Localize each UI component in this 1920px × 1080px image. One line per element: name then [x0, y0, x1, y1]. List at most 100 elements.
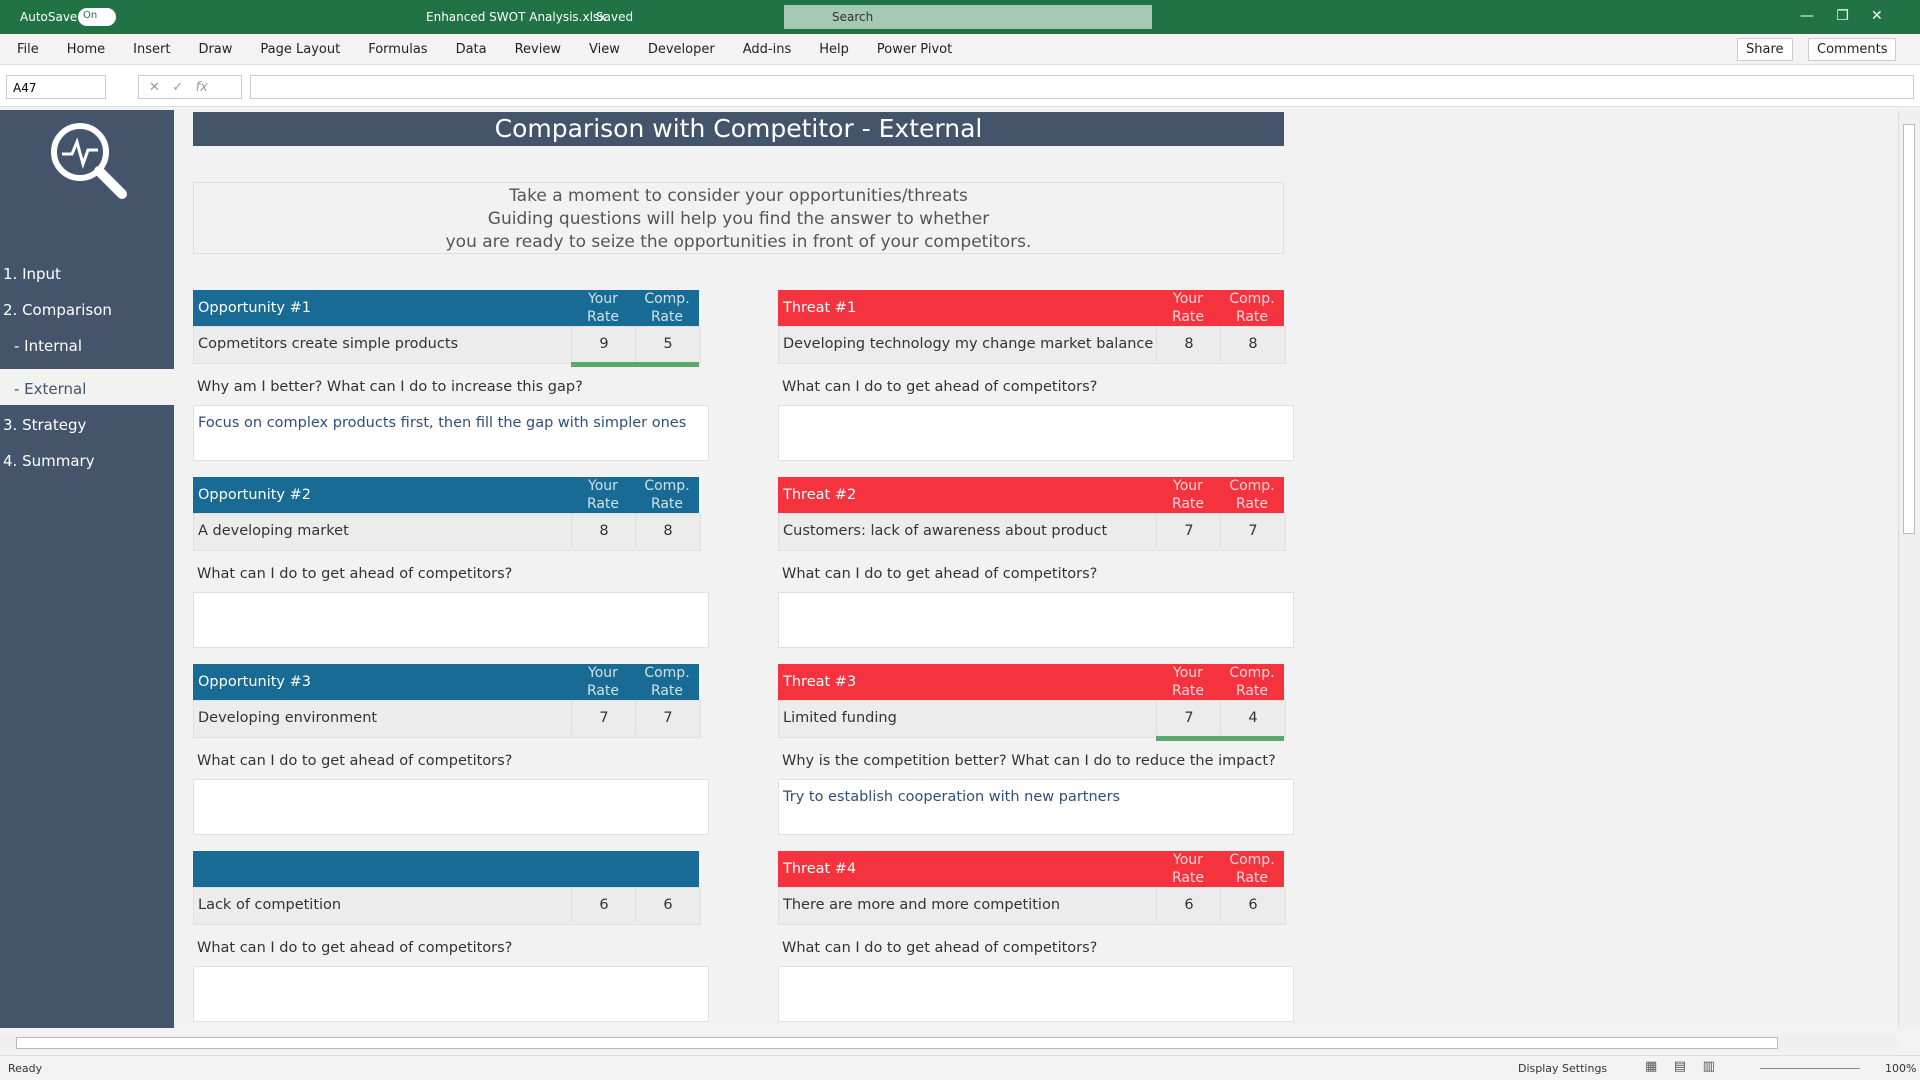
sidebar: 1. Input 2. Comparison - Internal - Externa…	[0, 110, 174, 1028]
comp-rate: 7	[635, 701, 700, 735]
intro-line: you are ready to seize the opportunities…	[445, 232, 1032, 252]
ribbon-tab[interactable]: Formulas	[368, 42, 428, 57]
opportunity-card: Opportunity #2 Your Rate Comp. Rate A devel…	[193, 477, 709, 648]
comp-rate: 5	[635, 327, 700, 361]
card-header: Threat #1 Your Rate Comp. Rate	[778, 290, 1284, 326]
card-label: Threat #3	[783, 674, 857, 690]
item-row: There are more and more competition 6 6	[778, 887, 1286, 925]
answer-box[interactable]	[193, 966, 709, 1022]
comp-rate: 8	[1220, 327, 1285, 361]
search-placeholder: Search	[832, 10, 874, 24]
card-header: Threat #3 Your Rate Comp. Rate	[778, 664, 1284, 700]
answer-box[interactable]: Focus on complex products first, then fi…	[193, 405, 709, 461]
nav-item[interactable]: 2. Comparison	[3, 301, 112, 319]
rate-header: Your Rate	[586, 291, 620, 325]
card-label: Opportunity #3	[198, 674, 311, 690]
ribbon-tab[interactable]: Review	[514, 42, 561, 57]
display-settings[interactable]: Display Settings	[1518, 1062, 1608, 1075]
view-buttons[interactable]: ▦ ▤ ▥	[1645, 1059, 1715, 1074]
rate-header: Comp. Rate	[644, 291, 690, 325]
logo-icon	[51, 123, 127, 199]
rate-header: Comp. Rate	[1229, 478, 1275, 512]
rate-header: Your Rate	[1171, 291, 1205, 325]
card-label: Opportunity #1	[198, 300, 311, 316]
card-label: Opportunity #2	[198, 487, 311, 503]
intro-box: Take a moment to consider your opportuni…	[193, 182, 1284, 254]
rate-header: Comp. Rate	[1229, 665, 1275, 699]
ribbon-tab[interactable]: Data	[455, 42, 487, 57]
nav-item[interactable]: 4. Summary	[3, 452, 95, 470]
save-status[interactable]: Saved	[596, 10, 634, 24]
formula-buttons[interactable]: ✕ ✓ fx	[138, 75, 242, 99]
window-controls[interactable]: — ❐ ✕	[1800, 8, 1883, 24]
comp-rate: 7	[1220, 514, 1285, 548]
comp-rate: 6	[635, 888, 700, 922]
file-name: Enhanced SWOT Analysis.xlsx	[426, 10, 607, 24]
rate-header: Your Rate	[1171, 478, 1205, 512]
ribbon-tab[interactable]: View	[589, 42, 620, 57]
intro-line: Take a moment to consider your opportuni…	[509, 186, 968, 206]
ribbon-tab[interactable]: Developer	[647, 42, 715, 57]
nav-item[interactable]: - External	[14, 380, 87, 398]
your-rate: 6	[571, 888, 636, 922]
active-nav-highlight	[0, 369, 174, 405]
item-text: Customers: lack of awareness about produ…	[783, 523, 1108, 539]
item-text: There are more and more competition	[783, 897, 1061, 913]
your-rate: 6	[1156, 888, 1221, 922]
your-rate: 8	[1156, 327, 1221, 361]
nav-item[interactable]: 3. Strategy	[3, 416, 87, 434]
nav-item[interactable]: - Internal	[14, 337, 82, 355]
answer-box[interactable]	[193, 592, 709, 648]
answer-box[interactable]: Try to establish cooperation with new pa…	[778, 779, 1294, 835]
rate-indicator	[571, 362, 699, 367]
autosave-toggle[interactable]: On	[78, 8, 116, 26]
opportunity-card: Lack of competition 6 6 What can I do to ge…	[193, 851, 709, 1022]
card-header: Opportunity #2 Your Rate Comp. Rate	[193, 477, 699, 513]
comments-button[interactable]: Comments	[1808, 38, 1897, 61]
item-row: Copmetitors create simple products 9 5	[193, 326, 701, 364]
question: What can I do to get ahead of competitor…	[782, 379, 1098, 395]
rate-header: Comp. Rate	[1229, 291, 1275, 325]
answer-box[interactable]	[193, 779, 709, 835]
zoom-slider[interactable]	[1760, 1068, 1860, 1069]
card-label: Threat #2	[783, 487, 857, 503]
answer-box[interactable]	[778, 405, 1294, 461]
item-text: Developing technology my change market b…	[783, 336, 1154, 352]
formula-input[interactable]	[250, 75, 1914, 99]
threat-card: Threat #1 Your Rate Comp. Rate Developing t…	[778, 290, 1294, 461]
item-row: Lack of competition 6 6	[193, 887, 701, 925]
your-rate: 7	[1156, 514, 1221, 548]
search-box[interactable]: Search	[784, 5, 1152, 29]
ribbon-tab[interactable]: File	[17, 42, 39, 57]
answer-box[interactable]	[778, 592, 1294, 648]
share-button[interactable]: Share	[1737, 38, 1793, 61]
horizontal-scrollbar[interactable]	[0, 1034, 1898, 1052]
your-rate: 8	[571, 514, 636, 548]
vertical-scrollbar[interactable]	[1898, 110, 1920, 1028]
opportunity-card: Opportunity #1 Your Rate Comp. Rate Copmeti…	[193, 290, 709, 461]
item-text: Developing environment	[198, 710, 378, 726]
ribbon-tab[interactable]: Help	[819, 42, 849, 57]
rate-header: Your Rate	[586, 665, 620, 699]
nav-item[interactable]: 1. Input	[3, 265, 61, 283]
sheet-title: Comparison with Competitor - External	[193, 112, 1284, 146]
question: What can I do to get ahead of competitor…	[782, 566, 1098, 582]
item-text: A developing market	[198, 523, 349, 539]
ribbon-tab[interactable]: Power Pivot	[876, 42, 953, 57]
intro-line: Guiding questions will help you find the…	[487, 209, 990, 229]
autosave-label: AutoSave	[20, 10, 78, 24]
card-header: Threat #2 Your Rate Comp. Rate	[778, 477, 1284, 513]
rate-header: Your Rate	[586, 478, 620, 512]
zoom-level: 100%	[1885, 1062, 1917, 1075]
ribbon-tab[interactable]: Add-ins	[742, 42, 792, 57]
ribbon-tab[interactable]: Home	[66, 42, 106, 57]
rate-indicator	[1156, 736, 1284, 741]
question: What can I do to get ahead of competitor…	[197, 566, 513, 582]
formula-bar: A47 ✕ ✓ fx	[0, 65, 1920, 107]
name-box[interactable]: A47	[6, 75, 106, 99]
ribbon-tab[interactable]: Page Layout	[260, 42, 341, 57]
card-label: Threat #1	[783, 300, 857, 316]
ribbon-tab[interactable]: Insert	[133, 42, 171, 57]
answer-box[interactable]	[778, 966, 1294, 1022]
ribbon-tab[interactable]: Draw	[198, 42, 233, 57]
